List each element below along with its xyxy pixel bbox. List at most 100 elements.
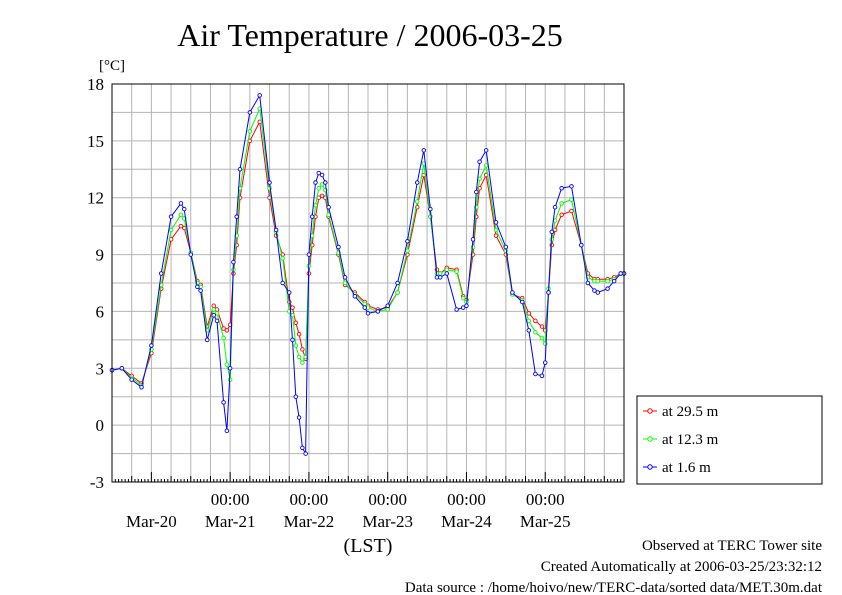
data-point	[510, 290, 515, 295]
data-point	[231, 259, 236, 265]
data-point	[119, 366, 125, 371]
data-point	[224, 328, 230, 333]
data-point	[559, 185, 564, 191]
data-point	[139, 384, 144, 390]
data-point	[526, 311, 532, 316]
data-point	[569, 197, 574, 202]
data-point	[493, 233, 499, 238]
data-point	[365, 311, 371, 316]
data-point	[595, 278, 600, 284]
data-point	[158, 271, 164, 276]
data-point	[221, 326, 226, 331]
data-point	[569, 208, 574, 214]
data-point	[178, 201, 184, 206]
data-point	[444, 271, 450, 276]
data-point	[313, 203, 318, 208]
data-point	[585, 280, 591, 286]
data-point	[211, 307, 216, 312]
data-point	[421, 148, 427, 153]
x-time-label: 00:00	[211, 490, 250, 509]
data-point	[362, 305, 367, 310]
x-date-label: Mar-23	[362, 512, 413, 531]
data-point	[405, 239, 410, 244]
data-point	[533, 318, 538, 324]
data-point	[178, 223, 184, 229]
data-point	[533, 371, 538, 377]
data-point	[437, 275, 443, 280]
data-point	[395, 290, 400, 295]
data-point	[319, 193, 325, 199]
data-point	[237, 195, 243, 200]
legend-label: at 29.5 m	[662, 404, 719, 420]
data-point	[454, 269, 459, 274]
data-point	[549, 229, 555, 235]
data-point	[221, 400, 226, 405]
data-point	[483, 148, 489, 153]
data-point	[234, 214, 239, 219]
x-date-label: Mar-20	[126, 512, 177, 531]
data-point	[323, 180, 328, 185]
footer-observed: Observed at TERC Tower site	[642, 538, 822, 554]
data-point	[542, 360, 548, 365]
data-point	[195, 284, 200, 290]
y-tick-label: 12	[87, 189, 104, 208]
data-point	[316, 185, 322, 191]
data-point	[342, 280, 348, 286]
y-tick-label: 0	[96, 416, 105, 435]
data-point	[319, 182, 325, 187]
data-point	[414, 180, 420, 185]
data-point	[539, 373, 545, 379]
x-date-label: Mar-22	[284, 512, 335, 531]
data-point	[211, 303, 216, 308]
data-point	[552, 204, 558, 210]
legend-swatch-marker	[647, 408, 653, 414]
legend-label: at 1.6 m	[662, 460, 711, 476]
data-point	[326, 204, 331, 210]
data-point	[224, 428, 230, 434]
data-point	[352, 294, 358, 299]
data-point	[460, 305, 466, 310]
series-line-2	[111, 93, 624, 456]
data-point	[303, 451, 308, 456]
y-tick-label: 9	[96, 246, 105, 265]
chart-title: Air Temperature / 2006-03-25	[177, 17, 563, 53]
series-lines	[109, 93, 627, 456]
data-point	[204, 337, 210, 343]
data-point	[300, 445, 305, 451]
legend-swatch-marker	[647, 436, 653, 442]
data-point	[405, 248, 410, 254]
data-point	[316, 170, 322, 176]
data-point	[168, 227, 174, 233]
data-point	[178, 212, 184, 218]
series-line-1	[111, 106, 624, 387]
y-tick-label: 18	[87, 75, 104, 94]
data-point	[464, 303, 469, 308]
x-axis-tick-labels: 00:00 00:00 00:00 00:00 00:00 Mar-20 Mar-21 Mar…	[126, 490, 571, 531]
data-point	[227, 366, 233, 371]
y-tick-label: 3	[96, 359, 105, 378]
data-point	[414, 199, 420, 204]
data-point	[362, 301, 367, 307]
plot-frame	[111, 83, 625, 483]
y-tick-label: 15	[87, 132, 104, 151]
legend: at 29.5 m at 12.3 m at 1.6 m	[636, 395, 823, 485]
data-point	[569, 184, 574, 189]
x-time-label: 00:00	[526, 490, 565, 509]
data-point	[437, 271, 443, 276]
x-date-label: Mar-24	[441, 512, 492, 531]
data-point	[293, 343, 299, 348]
data-point	[611, 278, 617, 284]
data-point	[224, 362, 230, 367]
data-point	[290, 305, 295, 310]
data-point	[273, 227, 279, 233]
data-point	[559, 212, 564, 218]
data-point	[559, 201, 564, 206]
data-point	[300, 360, 305, 365]
data-point	[280, 280, 285, 286]
data-point	[300, 347, 305, 352]
data-point	[280, 256, 285, 261]
data-point	[247, 129, 253, 134]
data-point	[293, 394, 299, 399]
data-point	[395, 280, 400, 286]
